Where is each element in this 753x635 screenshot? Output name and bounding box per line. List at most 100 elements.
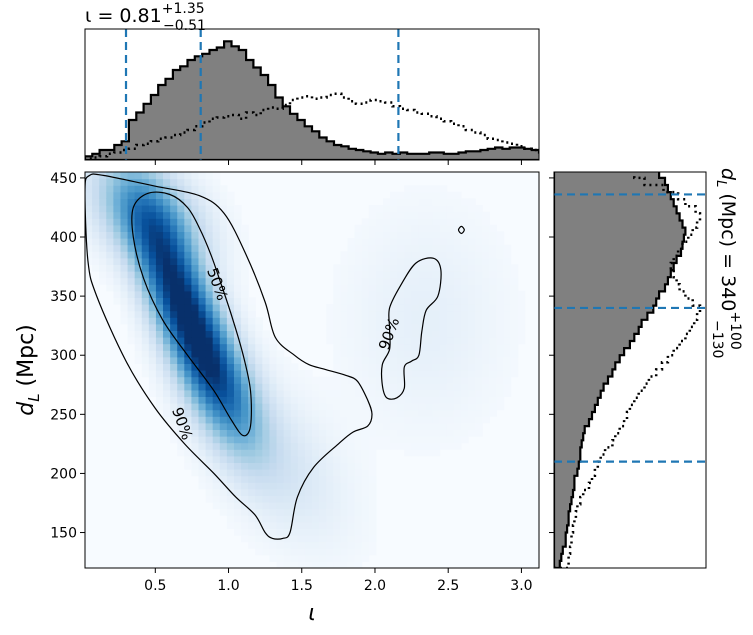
heatmap-cell (347, 416, 356, 424)
heatmap-cell (248, 469, 256, 477)
heatmap-cell (439, 205, 448, 213)
heatmap-cell (198, 271, 207, 279)
heatmap-cell (297, 554, 306, 562)
heatmap-cell (233, 436, 242, 444)
heatmap-cell (453, 350, 462, 358)
heatmap-cell (453, 290, 462, 298)
heatmap-cell (418, 442, 427, 450)
heatmap-cell (425, 205, 434, 213)
heatmap-cell (390, 370, 398, 378)
heatmap-cell (191, 343, 200, 351)
heatmap-cell (141, 264, 150, 272)
heatmap-cell (184, 251, 192, 259)
heatmap-cell (439, 370, 448, 378)
x-tick-label: 0.5 (144, 578, 166, 594)
heatmap-cell (205, 488, 214, 496)
heatmap-cell (134, 211, 143, 219)
heatmap-cell (347, 343, 356, 351)
heatmap-cell (226, 422, 235, 430)
heatmap-cell (312, 403, 320, 411)
heatmap-cell (226, 244, 235, 252)
heatmap-cell (127, 330, 136, 338)
heatmap-cell (184, 257, 192, 265)
heatmap-cell (375, 436, 384, 444)
heatmap-cell (248, 442, 256, 450)
heatmap-cell (212, 251, 221, 259)
heatmap-cell (432, 323, 441, 331)
heatmap-cell (191, 297, 200, 305)
heatmap-cell (382, 257, 391, 265)
heatmap-cell (241, 508, 249, 516)
heatmap-cell (205, 462, 214, 470)
heatmap-cell (482, 218, 490, 226)
heatmap-cell (241, 343, 249, 351)
heatmap-cell (312, 528, 320, 536)
heatmap-cell (297, 442, 306, 450)
heatmap-cell (262, 521, 271, 529)
heatmap-cell (248, 389, 256, 397)
heatmap-cell (460, 238, 469, 246)
heatmap-cell (411, 376, 419, 384)
heatmap-cell (496, 343, 505, 351)
heatmap-cell (404, 416, 412, 424)
heatmap-cell (418, 436, 427, 444)
heatmap-cell (333, 409, 341, 417)
heatmap-cell (177, 297, 185, 305)
heatmap-cell (432, 442, 441, 450)
heatmap-cell (148, 277, 157, 285)
heatmap-cell (425, 271, 434, 279)
heatmap-cell (340, 251, 349, 259)
heatmap-cell (226, 191, 235, 199)
right-title-sub: −130 (709, 320, 725, 358)
heatmap-cell (312, 416, 320, 424)
heatmap-cell (304, 475, 313, 483)
heatmap-cell (155, 224, 164, 232)
heatmap-cell (304, 508, 313, 516)
heatmap-cell (404, 409, 412, 417)
heatmap-cell (368, 535, 377, 543)
heatmap-cell (404, 218, 412, 226)
heatmap-cell (233, 238, 242, 246)
heatmap-cell (432, 211, 441, 219)
heatmap-cell (361, 376, 370, 384)
heatmap-cell (333, 284, 341, 292)
heatmap-cell (326, 535, 334, 543)
heatmap-cell (120, 304, 129, 312)
heatmap-cell (468, 231, 476, 239)
heatmap-cell (333, 442, 341, 450)
heatmap-cell (134, 350, 143, 358)
heatmap-cell (446, 383, 455, 391)
heatmap-cell (219, 436, 228, 444)
heatmap-cell (333, 528, 341, 536)
heatmap-cell (191, 337, 200, 345)
heatmap-cell (248, 330, 256, 338)
heatmap-cell (382, 317, 391, 325)
heatmap-cell (163, 244, 171, 252)
heatmap-cell (92, 211, 100, 219)
heatmap-cell (475, 297, 483, 305)
heatmap-cell (297, 488, 306, 496)
heatmap-cell (241, 488, 249, 496)
heatmap-cell (446, 218, 455, 226)
heatmap-cell (453, 218, 462, 226)
heatmap-cell (312, 429, 320, 437)
heatmap-cell (432, 297, 441, 305)
heatmap-cell (489, 330, 498, 338)
heatmap-cell (212, 455, 221, 463)
heatmap-cell (120, 257, 129, 265)
heatmap-cell (191, 469, 200, 477)
heatmap-cell (390, 211, 398, 219)
heatmap-cell (262, 528, 271, 536)
heatmap-cell (170, 422, 178, 430)
heatmap-cell (205, 185, 214, 193)
heatmap-cell (354, 469, 363, 477)
heatmap-cell (496, 271, 505, 279)
heatmap-cell (226, 304, 235, 312)
heatmap-cell (354, 317, 363, 325)
heatmap-cell (425, 422, 434, 430)
heatmap-cell (319, 528, 327, 536)
heatmap-cell (446, 422, 455, 430)
heatmap-cell (319, 449, 327, 457)
heatmap-cell (163, 218, 171, 226)
heatmap-cell (453, 224, 462, 232)
